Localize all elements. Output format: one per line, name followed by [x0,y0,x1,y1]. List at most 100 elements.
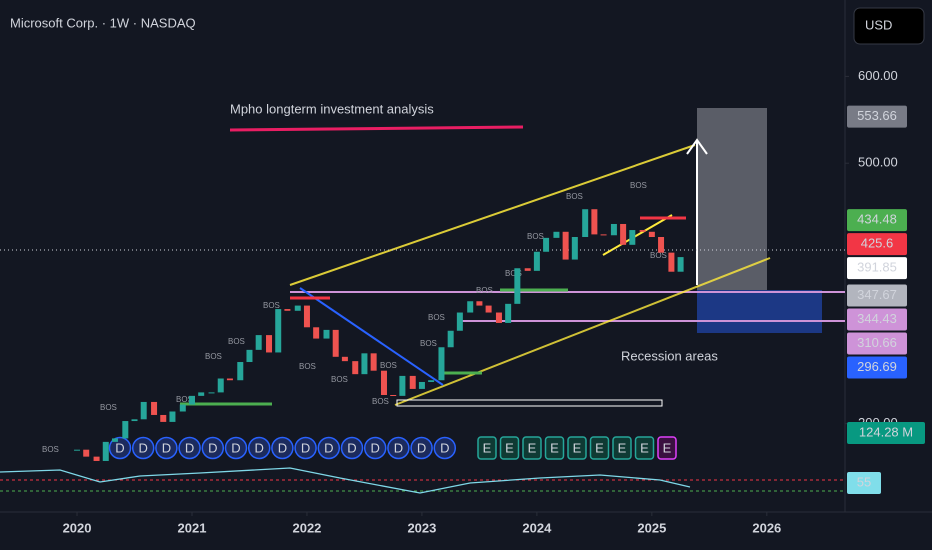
signal-letter: D [347,440,356,455]
channel-line [289,144,696,286]
candle [294,305,301,311]
price-label: 347.67 [857,287,897,302]
base-box [396,399,663,407]
candle [543,237,550,252]
signal-letter: E [550,440,559,455]
signal-letter: E [595,440,604,455]
price-label-box [847,308,907,331]
candle [332,329,339,357]
candle [93,456,100,461]
channel-line [602,214,673,256]
signal-circle [201,436,225,460]
candle [111,438,118,442]
candle [237,362,244,381]
candle [390,395,397,396]
bos-label: BOS [176,395,193,404]
price-label: 310.66 [857,335,897,350]
signal-letter: D [278,440,287,455]
signal-letter: D [394,440,403,455]
price-label-box [847,209,907,232]
candle [255,335,262,350]
signal-circle [224,436,248,460]
x-tick-label: 2024 [522,520,552,535]
signal-circle [131,436,155,460]
candle [74,449,81,451]
plot [74,209,684,461]
price-label: 344.43 [857,311,897,326]
price-label: 391.85 [857,260,897,275]
signal-letter: D [208,440,217,455]
arrow-head [686,138,708,155]
volume-label-box [847,422,925,444]
signal-circle [294,436,317,460]
signal-letter: E [573,440,582,455]
candle [160,414,167,422]
bos-label: BOS [228,337,245,346]
candle [313,327,320,339]
signal-letter: E [528,440,537,455]
x-tick-label: 2023 [407,520,436,535]
price-label: 434.48 [857,212,897,227]
currency-button[interactable] [853,7,925,45]
x-tick-label: 2021 [178,520,207,535]
candle [131,419,138,422]
price-label-box [847,257,907,280]
signal-letter: D [139,440,148,455]
candle [428,380,435,382]
candle [179,404,186,412]
signal-circle [340,436,364,460]
signal-letter: D [231,440,240,455]
signal-letter: D [324,440,333,455]
signal-box [477,436,497,460]
signal-box [634,436,655,460]
currency[interactable]: USD [865,17,892,32]
y-tick-label: 600.00 [858,68,898,83]
bos-label: BOS [42,445,59,454]
candle [361,353,368,375]
x-tick-label: 2026 [752,520,781,535]
candle [447,330,454,348]
price-label-box [847,332,907,355]
signal-letter: D [301,440,310,455]
x-tick-label: 2022 [292,520,321,535]
candle [188,395,195,405]
channel-line [394,257,771,406]
signal-letter: E [663,440,672,455]
candle [658,237,665,253]
annotation: Mpho longterm investment analysis [230,101,434,116]
bos-label: BOS [476,286,493,295]
stop-box [697,290,822,333]
candle [246,349,253,363]
price-label-box [847,284,907,307]
candle [620,223,627,245]
signal-circle [271,436,294,460]
candle [591,209,598,235]
candle [409,375,416,389]
volume-label: 124.28 M [859,424,913,439]
signal-box [612,436,632,460]
bos-label: BOS [205,352,222,361]
signal-letter: D [417,440,426,455]
candle [438,347,445,381]
candle [456,312,463,331]
candle [122,421,129,439]
bos-label: BOS [372,397,389,406]
trend-line [299,287,444,386]
drawings [0,108,845,494]
signal-box [657,436,677,460]
signal-letter: E [618,440,627,455]
signal-circle [387,436,410,460]
candle [524,268,531,271]
signal-letter: E [483,440,492,455]
signal-circle [178,436,201,460]
candle [495,312,502,323]
signal-letter: E [640,440,649,455]
price-label: 296.69 [857,359,897,374]
signal-circle [433,436,457,460]
signal-letter: D [440,440,449,455]
candle [533,251,540,271]
chart-title: Microsoft Corp. · 1W · NASDAQ [10,15,196,30]
